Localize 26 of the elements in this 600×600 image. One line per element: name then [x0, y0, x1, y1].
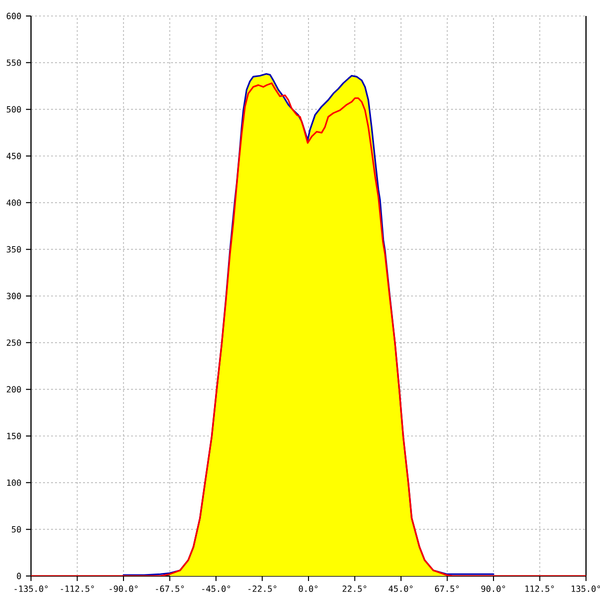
y-tick-label: 350 [6, 246, 21, 253]
y-tick-label: 400 [6, 199, 21, 206]
x-tick-label: 0.0° [298, 586, 318, 592]
y-tick-label: 450 [6, 152, 21, 160]
x-tick-label: 90.0° [481, 586, 506, 592]
x-tick-label: -90.0° [110, 586, 138, 592]
x-tick-label: 135.0° [572, 586, 600, 592]
x-tick-label: 112.5° [525, 586, 554, 592]
x-tick-label: 45.0° [388, 586, 413, 592]
y-tick-label: 250 [6, 339, 21, 346]
y-tick-label: 0 [16, 572, 21, 580]
y-tick-label: 100 [7, 479, 21, 486]
y-tick-label: 150 [7, 432, 21, 440]
y-tick-label: 50 [12, 526, 21, 533]
y-tick-label: 600 [6, 12, 21, 20]
y-tick-label: 300 [6, 292, 21, 300]
x-tick-label: -135.0° [14, 586, 48, 592]
x-tick-label: -22.5° [248, 586, 276, 592]
x-tick-label: -67.5° [156, 586, 184, 592]
x-tick-label: 67.5° [435, 586, 459, 592]
y-tick-label: 550 [6, 59, 21, 66]
x-tick-label: 22.5° [342, 586, 366, 592]
x-tick-label: -45.0° [202, 586, 230, 592]
x-tick-label: -112.5° [60, 586, 94, 592]
y-tick-label: 500 [6, 106, 21, 113]
y-tick-label: 200 [6, 386, 21, 393]
